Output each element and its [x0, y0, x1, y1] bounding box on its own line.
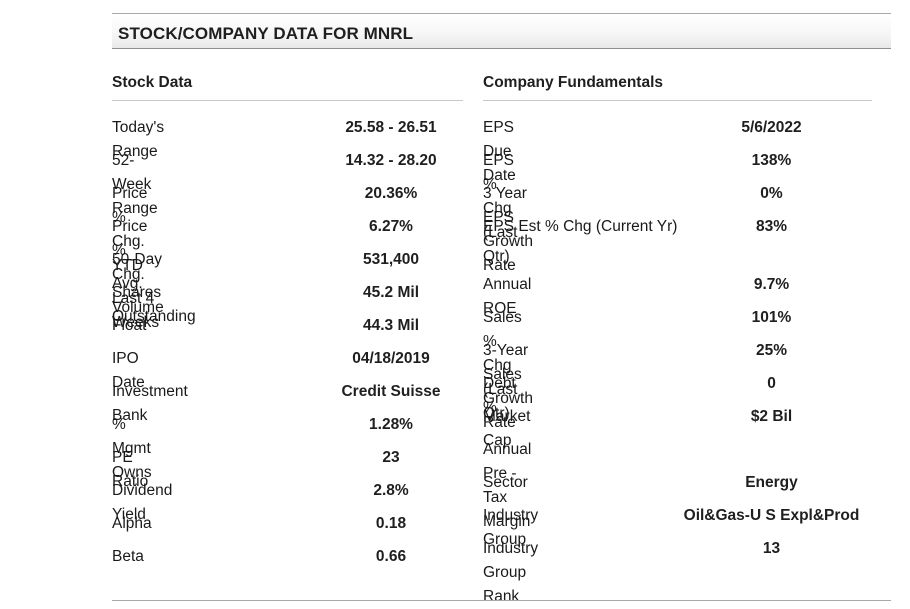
row-label: Today's Range — [112, 119, 165, 160]
row-value: Oil&Gas-U S Expl&Prod — [683, 507, 860, 524]
row-label: 50-Day Avg. Volume — [112, 251, 164, 316]
company-fundamentals-divider — [483, 100, 872, 101]
row-label: Price % Chg. Last 4 Weeks — [112, 218, 160, 331]
row-label: Annual Pre -Tax Margin — [483, 441, 532, 530]
row-label: Price % Chg. YTD — [112, 185, 148, 274]
bottom-divider — [112, 600, 891, 601]
company-fundamentals-heading: Company Fundamentals — [483, 74, 663, 91]
row-label: % Mgmt Owns — [112, 416, 152, 481]
row-label: 3 Year EPS Growth Rate — [483, 185, 533, 274]
page-title: STOCK/COMPANY DATA FOR MNRL — [118, 24, 414, 43]
row-label: Sector — [483, 474, 528, 491]
row-label: Shares Outstanding — [112, 284, 196, 325]
row-label: EPS Due Date — [483, 119, 516, 184]
row-label: Dividend Yield — [112, 482, 173, 523]
stock-data-heading: Stock Data — [112, 74, 193, 91]
row-label: Debt % — [483, 375, 516, 416]
row-value: 25.58 - 26.51 — [345, 119, 437, 136]
row-label: Annual ROE — [483, 276, 532, 317]
row-value: 44.3 Mil — [363, 317, 419, 334]
row-label: Investment Bank — [112, 383, 188, 424]
row-label: EPS % Chg (Last Qtr) — [483, 152, 518, 265]
row-value: 0% — [760, 185, 783, 202]
row-value: 2.8% — [373, 482, 409, 499]
row-value: 04/18/2019 — [352, 350, 430, 367]
row-value: 9.7% — [753, 276, 790, 293]
row-label: Industry Group Rank — [483, 540, 539, 605]
row-value: 0 — [767, 375, 776, 392]
row-value: 13 — [762, 540, 781, 557]
row-label: IPO Date — [112, 350, 145, 391]
row-value: Credit Suisse — [341, 383, 441, 400]
row-value: Energy — [745, 474, 798, 491]
row-value: 6.27% — [369, 218, 413, 235]
row-value: 14.32 - 28.20 — [345, 152, 437, 169]
row-value: 531,400 — [362, 251, 420, 268]
row-value: 83% — [755, 218, 788, 235]
row-value: 101% — [751, 309, 792, 326]
row-value: 20.36% — [364, 185, 418, 202]
row-label: 3-Year Sales Growth Rate — [483, 342, 533, 431]
row-value: 0.66 — [375, 548, 407, 565]
row-label: Alpha — [112, 515, 152, 532]
row-value: 138% — [751, 152, 792, 169]
row-label: Industry Group — [483, 507, 539, 548]
row-value: 0.18 — [375, 515, 407, 532]
row-label: Beta — [112, 548, 144, 565]
row-label: Sales % Chg (Last Qtr) — [483, 309, 522, 422]
row-value: 5/6/2022 — [741, 119, 802, 136]
row-label: 52-Week Range — [112, 152, 158, 217]
row-value: 23 — [382, 449, 400, 466]
row-value: 1.28% — [369, 416, 413, 433]
row-label: PE Ratio — [112, 449, 149, 490]
top-divider — [112, 13, 891, 14]
row-label: EPS Est % Chg (Current Yr) — [483, 218, 678, 235]
row-value: 25% — [755, 342, 788, 359]
stock-data-divider — [112, 100, 463, 101]
row-value: 45.2 Mil — [363, 284, 419, 301]
section-title-bar: STOCK/COMPANY DATA FOR MNRL — [112, 14, 891, 49]
row-label: Market Cap — [483, 408, 531, 449]
row-value: $2 Bil — [750, 408, 793, 425]
row-label: Float — [112, 317, 147, 334]
